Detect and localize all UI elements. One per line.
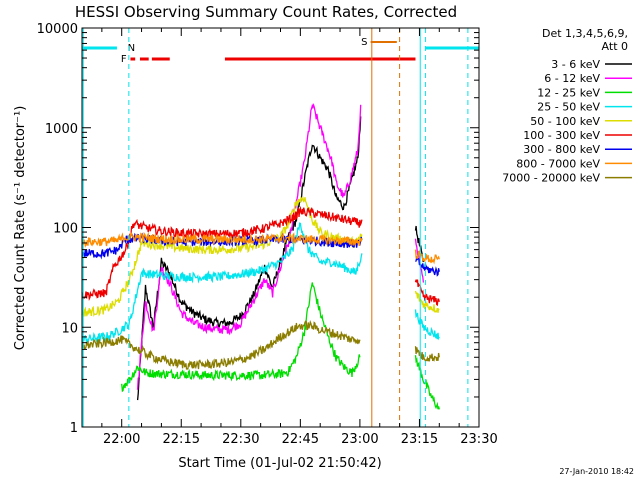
series-lines bbox=[81, 103, 440, 410]
marker-lines bbox=[82, 28, 469, 427]
y-tick-label: 1000 bbox=[45, 122, 78, 137]
series-line bbox=[414, 309, 440, 341]
x-tick-label: 23:00 bbox=[341, 432, 378, 447]
legend-label: 300 - 800 keV bbox=[523, 143, 600, 156]
flare-flag-label: F bbox=[121, 54, 127, 65]
footer-timestamp: 27-Jan-2010 18:42 bbox=[559, 467, 634, 476]
series-line bbox=[136, 103, 362, 390]
night-flag-label: N bbox=[128, 43, 135, 54]
y-axis-label: Corrected Count Rate (s⁻¹ detector⁻¹) bbox=[13, 106, 28, 351]
series-line bbox=[81, 205, 363, 301]
legend-label: 6 - 12 keV bbox=[544, 72, 600, 85]
flag-bars: NF S bbox=[82, 37, 479, 65]
series-line bbox=[414, 346, 440, 362]
y-tick-label: 10000 bbox=[37, 22, 78, 37]
legend-label: 100 - 300 keV bbox=[523, 129, 600, 142]
y-tick-label: 1 bbox=[70, 421, 78, 436]
chart-title: HESSI Observing Summary Count Rates, Cor… bbox=[75, 3, 457, 21]
legend-label: 800 - 7000 keV bbox=[516, 157, 600, 170]
series-line bbox=[121, 282, 361, 393]
x-tick-label: 22:15 bbox=[163, 432, 200, 447]
x-tick-label: 22:00 bbox=[103, 432, 140, 447]
x-tick-label: 23:15 bbox=[401, 432, 438, 447]
series-line bbox=[414, 355, 440, 410]
legend-title-line-2: Att 0 bbox=[602, 40, 628, 53]
y-tick-label: 100 bbox=[53, 222, 78, 237]
y-axis: 1 10 100 1000 10000 bbox=[37, 22, 479, 436]
x-axis: 22:00 22:15 22:30 22:45 23:00 23:15 23:30 bbox=[81, 28, 498, 447]
x-axis-label: Start Time (01-Jul-02 21:50:42) bbox=[178, 456, 381, 471]
series-line bbox=[414, 225, 425, 263]
legend-label: 3 - 6 keV bbox=[551, 58, 600, 71]
x-tick-label: 22:45 bbox=[282, 432, 319, 447]
x-tick-label: 23:30 bbox=[460, 432, 497, 447]
x-tick-label: 22:30 bbox=[222, 432, 259, 447]
series-line bbox=[415, 256, 440, 277]
y-tick-label: 10 bbox=[61, 321, 78, 336]
legend-label: 7000 - 20000 keV bbox=[502, 172, 600, 185]
legend-label: 12 - 25 keV bbox=[537, 86, 600, 99]
series-line bbox=[81, 319, 361, 370]
saa-flag-label: S bbox=[361, 37, 367, 48]
series-line bbox=[414, 249, 440, 265]
series-line bbox=[414, 279, 440, 307]
legend-title-line-1: Det 1,3,4,5,6,9, bbox=[542, 27, 628, 40]
legend-label: 50 - 100 keV bbox=[530, 115, 600, 128]
series-line bbox=[414, 290, 440, 314]
legend-label: 25 - 50 keV bbox=[537, 101, 600, 114]
